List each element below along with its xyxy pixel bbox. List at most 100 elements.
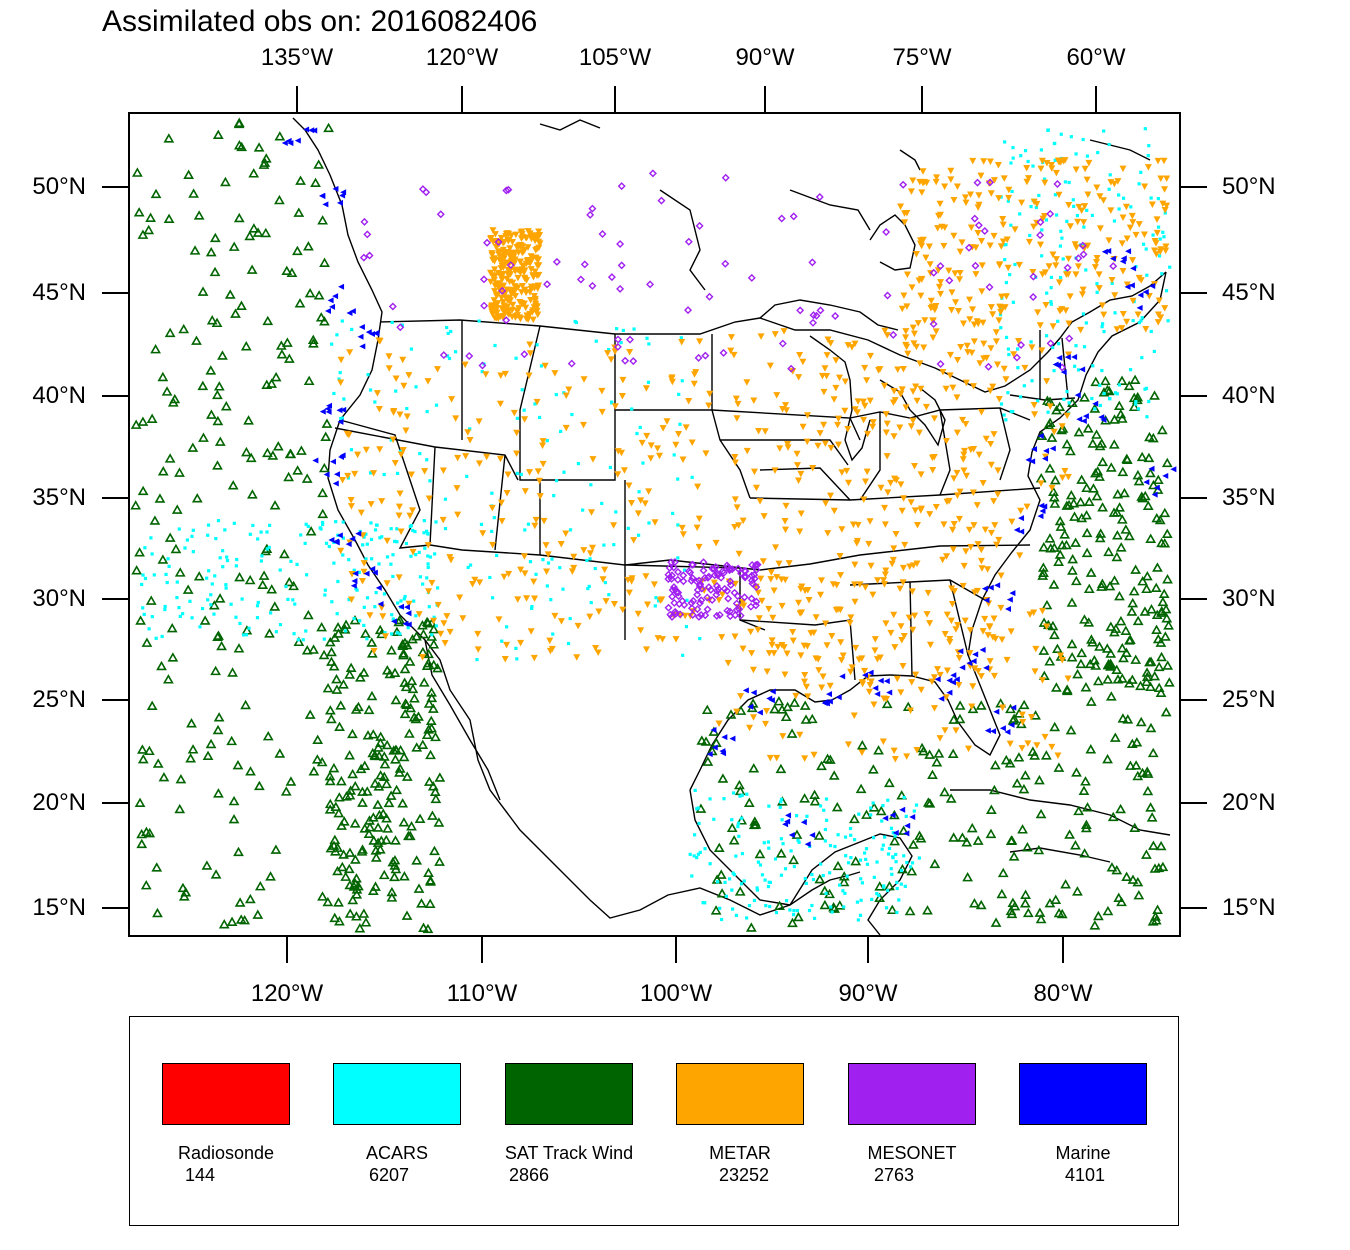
acars-marker xyxy=(337,377,341,381)
metar-marker xyxy=(503,249,511,256)
sat-track-wind-marker xyxy=(157,554,169,564)
mesonet-marker xyxy=(479,275,488,284)
metar-marker xyxy=(993,361,1001,368)
metar-marker xyxy=(1077,326,1085,334)
mesonet-marker xyxy=(889,330,898,339)
marine-marker xyxy=(1105,248,1112,255)
sat-track-wind-marker xyxy=(856,740,868,750)
metar-marker xyxy=(743,379,751,386)
sat-track-wind-marker xyxy=(186,718,197,728)
acars-marker xyxy=(698,850,702,854)
sat-track-wind-marker xyxy=(270,371,282,382)
acars-marker xyxy=(894,852,898,857)
metar-marker xyxy=(654,445,662,452)
metar-marker xyxy=(586,550,594,557)
metar-marker xyxy=(922,403,930,411)
metar-marker xyxy=(858,655,866,662)
acars-marker xyxy=(389,527,393,531)
sat-track-wind-marker xyxy=(429,845,440,856)
mesonet-marker xyxy=(693,590,702,599)
metar-marker xyxy=(861,584,869,591)
metar-marker xyxy=(908,284,916,291)
metar-marker xyxy=(1000,365,1008,373)
marine-marker xyxy=(1153,484,1160,491)
metar-marker xyxy=(1005,186,1013,194)
metar-marker xyxy=(827,444,835,452)
metar-marker xyxy=(1018,199,1026,207)
metar-marker xyxy=(910,463,918,470)
acars-marker xyxy=(343,629,348,633)
acars-marker xyxy=(143,546,147,550)
sat-track-wind-marker xyxy=(325,713,337,724)
marine-marker xyxy=(371,569,378,576)
sat-track-wind-marker xyxy=(414,813,426,823)
left-lat-label-15n: 15°N xyxy=(32,894,86,921)
metar-marker xyxy=(518,283,526,290)
metar-marker xyxy=(367,501,375,508)
metar-marker xyxy=(950,196,958,204)
metar-marker xyxy=(533,307,541,315)
metar-marker xyxy=(916,360,924,367)
marine-marker xyxy=(402,620,409,627)
metar-marker xyxy=(927,297,935,305)
acars-marker xyxy=(1095,290,1099,294)
left-lat-label-45n: 45°N xyxy=(32,279,86,306)
acars-marker xyxy=(402,597,406,601)
metar-marker xyxy=(990,615,998,623)
acars-marker xyxy=(1100,325,1104,329)
sat-track-wind-marker xyxy=(1018,699,1030,710)
acars-marker xyxy=(428,479,432,483)
metar-marker xyxy=(902,328,910,335)
acars-marker xyxy=(910,861,915,865)
sat-track-wind-marker xyxy=(1019,898,1031,908)
sat-track-wind-marker xyxy=(220,401,232,411)
sat-track-wind-marker xyxy=(1053,762,1065,772)
acars-marker xyxy=(904,814,908,818)
acars-marker xyxy=(899,882,903,886)
sat-track-wind-marker xyxy=(734,886,746,896)
sat-track-wind-marker xyxy=(269,500,281,510)
right-lat-label-45n: 45°N xyxy=(1222,279,1276,306)
sat-track-wind-marker xyxy=(304,709,316,719)
acars-marker xyxy=(1168,265,1172,269)
metar-marker xyxy=(539,438,547,445)
acars-marker xyxy=(755,888,760,892)
acars-marker xyxy=(562,470,566,474)
sat-track-wind-marker xyxy=(174,803,186,814)
acars-marker xyxy=(377,562,381,566)
metar-marker xyxy=(901,541,909,549)
metar-marker xyxy=(987,190,995,197)
acars-marker xyxy=(225,555,229,559)
metar-marker xyxy=(1018,745,1026,752)
acars-marker xyxy=(1107,187,1111,191)
sat-track-wind-marker xyxy=(799,793,810,803)
acars-marker xyxy=(1015,347,1020,351)
mesonet-marker xyxy=(483,238,492,247)
metar-marker xyxy=(966,650,974,657)
sat-track-wind-marker xyxy=(702,756,714,766)
metar-marker xyxy=(466,436,474,444)
sat-track-wind-marker xyxy=(990,917,1002,927)
metar-marker xyxy=(469,580,477,588)
metar-marker xyxy=(884,489,892,496)
metar-marker xyxy=(997,572,1005,579)
mesonet-marker xyxy=(703,605,712,614)
sat-track-wind-marker xyxy=(379,759,391,769)
acars-marker xyxy=(684,624,689,629)
sat-track-wind-marker xyxy=(161,386,173,396)
marine-marker xyxy=(821,700,828,707)
sat-track-wind-marker xyxy=(130,500,142,510)
metar-marker xyxy=(881,521,889,528)
sat-track-wind-marker xyxy=(1065,489,1077,500)
metar-marker xyxy=(1033,742,1041,749)
metar-marker xyxy=(1084,191,1092,199)
sat-track-wind-marker xyxy=(344,750,355,760)
acars-marker xyxy=(723,880,727,884)
sat-track-wind-marker xyxy=(809,789,820,799)
acars-marker xyxy=(1071,198,1075,202)
metar-marker xyxy=(913,560,921,568)
mesonet-marker xyxy=(706,585,715,594)
sat-track-wind-marker xyxy=(1125,760,1136,770)
acars-marker xyxy=(1101,322,1105,326)
acars-marker xyxy=(594,339,598,343)
